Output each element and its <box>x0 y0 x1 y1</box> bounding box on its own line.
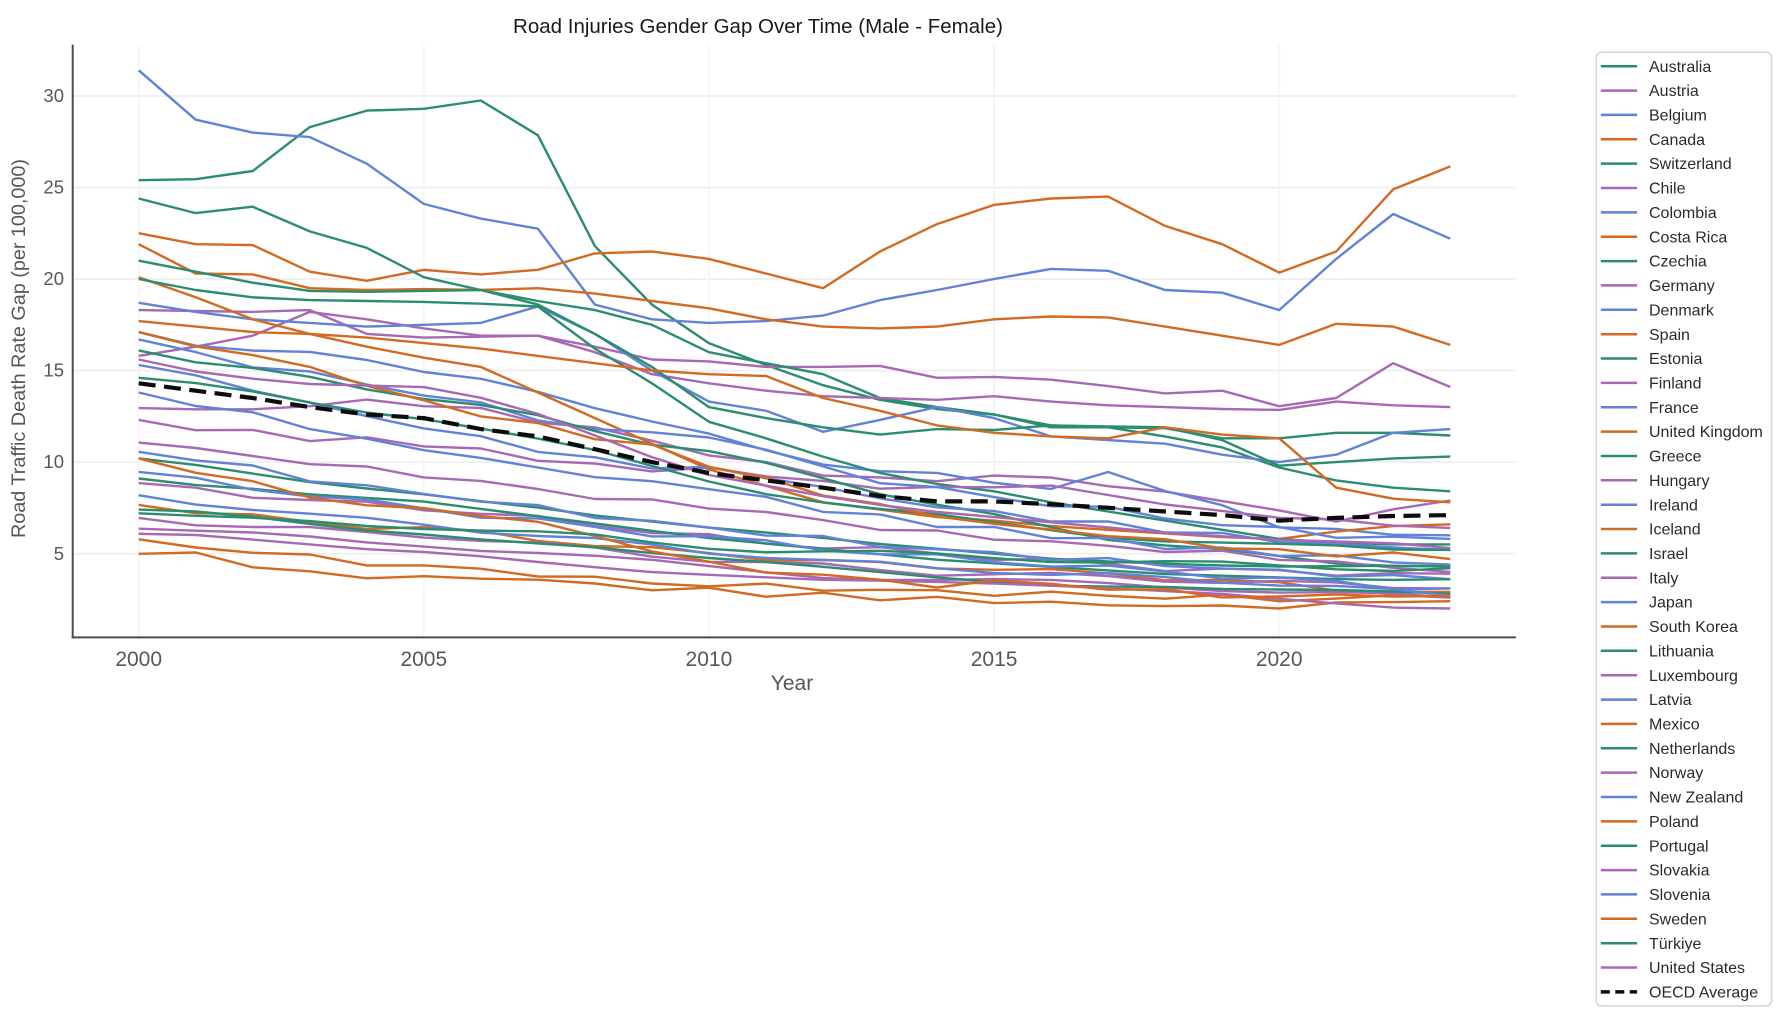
svg-text:2000: 2000 <box>115 648 162 671</box>
svg-text:Greece: Greece <box>1649 449 1702 466</box>
svg-text:30: 30 <box>43 85 64 106</box>
svg-text:Spain: Spain <box>1649 327 1690 344</box>
svg-text:10: 10 <box>43 451 64 472</box>
svg-text:Luxembourg: Luxembourg <box>1649 668 1738 685</box>
svg-text:Canada: Canada <box>1649 132 1705 149</box>
svg-text:Germany: Germany <box>1649 278 1715 295</box>
svg-text:Lithuania: Lithuania <box>1649 643 1714 660</box>
svg-text:Austria: Austria <box>1649 83 1699 100</box>
svg-text:Israel: Israel <box>1649 546 1688 563</box>
svg-text:Portugal: Portugal <box>1649 838 1709 855</box>
svg-text:Colombia: Colombia <box>1649 205 1717 222</box>
svg-text:2020: 2020 <box>1256 648 1303 671</box>
svg-text:Iceland: Iceland <box>1649 522 1701 539</box>
svg-text:Sweden: Sweden <box>1649 911 1707 928</box>
svg-text:Belgium: Belgium <box>1649 108 1707 125</box>
svg-text:25: 25 <box>43 177 64 198</box>
svg-text:Year: Year <box>771 672 813 695</box>
svg-text:Road Injuries Gender Gap Over: Road Injuries Gender Gap Over Time (Male… <box>513 15 1003 38</box>
svg-text:OECD Average: OECD Average <box>1649 985 1758 1002</box>
svg-text:New Zealand: New Zealand <box>1649 790 1743 807</box>
svg-text:Ireland: Ireland <box>1649 497 1698 514</box>
svg-text:Finland: Finland <box>1649 376 1701 393</box>
svg-text:South Korea: South Korea <box>1649 619 1738 636</box>
svg-text:Norway: Norway <box>1649 765 1703 782</box>
svg-text:Latvia: Latvia <box>1649 692 1692 709</box>
svg-text:Czechia: Czechia <box>1649 254 1707 271</box>
svg-text:United Kingdom: United Kingdom <box>1649 424 1763 441</box>
svg-text:Türkiye: Türkiye <box>1649 936 1702 953</box>
svg-text:Switzerland: Switzerland <box>1649 156 1732 173</box>
svg-text:Hungary: Hungary <box>1649 473 1709 490</box>
svg-text:Australia: Australia <box>1649 59 1711 76</box>
svg-text:20: 20 <box>43 268 64 289</box>
svg-text:2015: 2015 <box>971 648 1018 671</box>
svg-text:Estonia: Estonia <box>1649 351 1702 368</box>
svg-text:Mexico: Mexico <box>1649 717 1700 734</box>
svg-text:Japan: Japan <box>1649 595 1693 612</box>
svg-text:15: 15 <box>43 360 64 381</box>
svg-text:Costa Rica: Costa Rica <box>1649 229 1727 246</box>
svg-text:Slovakia: Slovakia <box>1649 863 1710 880</box>
svg-text:Denmark: Denmark <box>1649 302 1715 319</box>
svg-text:Netherlands: Netherlands <box>1649 741 1735 758</box>
svg-text:5: 5 <box>54 543 64 564</box>
svg-text:2005: 2005 <box>400 648 447 671</box>
svg-text:Slovenia: Slovenia <box>1649 887 1710 904</box>
svg-text:Poland: Poland <box>1649 814 1699 831</box>
svg-text:Italy: Italy <box>1649 570 1678 587</box>
svg-text:France: France <box>1649 400 1699 417</box>
svg-text:Chile: Chile <box>1649 181 1686 198</box>
svg-text:Road Traffic Death Rate Gap (p: Road Traffic Death Rate Gap (per 100,000… <box>8 159 30 538</box>
svg-text:United States: United States <box>1649 960 1745 977</box>
svg-text:2010: 2010 <box>686 648 733 671</box>
